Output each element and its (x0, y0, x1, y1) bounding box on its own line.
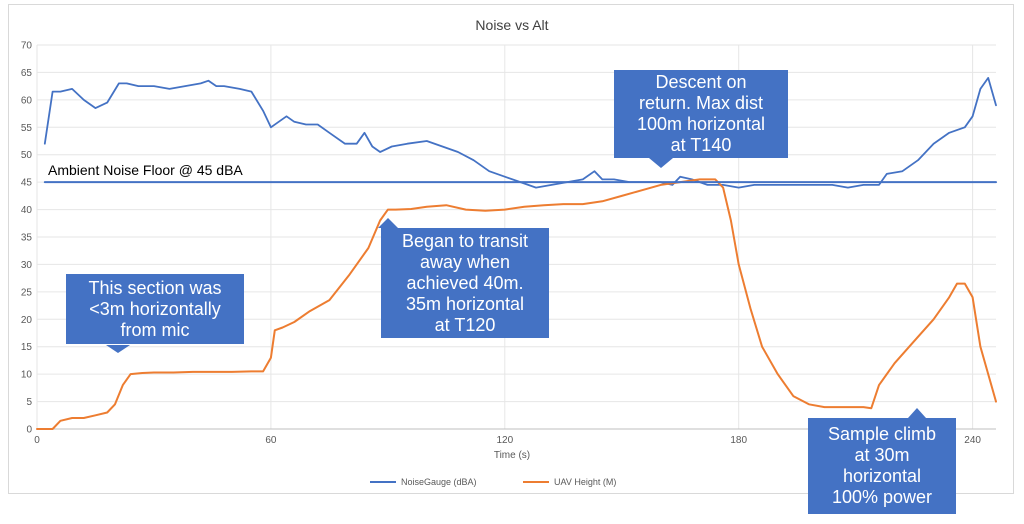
callout-transit-text: Began to transit away when achieved 40m.… (401, 230, 529, 335)
y-tick-label-35: 35 (21, 233, 33, 244)
callout-section: This section was <3m horizontally from m… (66, 274, 244, 344)
x-tick-label-180: 180 (730, 435, 747, 446)
noise-floor-label: Ambient Noise Floor @ 45 dBA (48, 162, 243, 178)
legend-label-height: UAV Height (M) (554, 477, 616, 487)
y-tick-label-30: 30 (21, 260, 33, 271)
axis-layer: 0 5 10 15 20 25 30 35 40 45 50 55 60 65 70 0 60 120 180 240 (21, 41, 996, 446)
y-tick-label-70: 70 (21, 41, 33, 52)
callout-pointers (106, 158, 926, 418)
x-tick-label-0: 0 (34, 435, 40, 446)
y-tick-label-60: 60 (21, 95, 33, 106)
y-tick-label-55: 55 (21, 123, 33, 134)
legend-label-noise: NoiseGauge (dBA) (401, 477, 477, 487)
y-tick-label-25: 25 (21, 287, 33, 298)
y-tick-label-65: 65 (21, 68, 33, 79)
y-tick-label-50: 50 (21, 150, 33, 161)
noise-gauge-line (43, 77, 997, 189)
x-axis-label: Time (s) (494, 450, 530, 461)
x-tick-label-240: 240 (964, 435, 981, 446)
y-tick-label-15: 15 (21, 342, 33, 353)
callout-descent: Descent on return. Max dist 100m horizon… (614, 70, 788, 158)
callout-pointer-descent (649, 158, 673, 168)
legend: NoiseGauge (dBA) UAV Height (M) (370, 477, 616, 487)
y-tick-label-0: 0 (26, 425, 32, 436)
uav-height-line (36, 178, 997, 430)
callout-climb: Sample climb at 30m horizontal 100% powe… (808, 418, 956, 514)
y-tick-label-5: 5 (26, 397, 32, 408)
callout-climb-text: Sample climb at 30m horizontal 100% powe… (827, 424, 937, 507)
callout-section-text: This section was <3m horizontally from m… (88, 277, 222, 340)
y-tick-label-10: 10 (21, 370, 33, 381)
callout-pointer-climb (908, 408, 926, 418)
y-tick-label-40: 40 (21, 205, 33, 216)
callout-pointer-section (106, 345, 130, 353)
chart-title: Noise vs Alt (475, 17, 548, 33)
x-tick-label-120: 120 (496, 435, 513, 446)
y-tick-label-45: 45 (21, 178, 33, 189)
callout-transit: Began to transit away when achieved 40m.… (381, 228, 549, 338)
callout-descent-text: Descent on return. Max dist 100m horizon… (636, 72, 766, 155)
x-tick-label-60: 60 (265, 435, 277, 446)
series-layer (36, 77, 997, 430)
callout-pointer-transit (378, 218, 398, 228)
y-tick-label-20: 20 (21, 315, 33, 326)
